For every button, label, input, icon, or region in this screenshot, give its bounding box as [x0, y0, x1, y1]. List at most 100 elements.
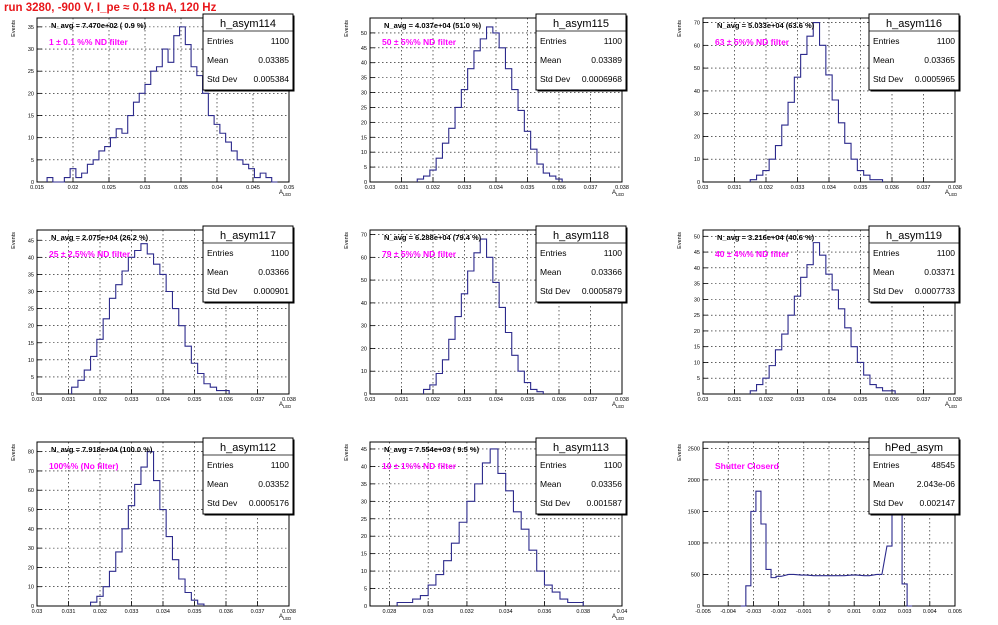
filter-label: 63 ± 5%% ND filter	[715, 37, 790, 47]
histogram-panel-h_asym117: 0 5 10 15 20 25 30 35 40 45 0.03 0.031 0.032 0.033 0.0…	[11, 225, 296, 409]
n-avg-label: N_avg = 6.288e+04 (79.4 %)	[384, 233, 482, 242]
stats-box-title: h_asym115	[553, 18, 609, 30]
y-tick-label: 0	[364, 392, 367, 398]
x-tick-label: 0.034	[156, 397, 170, 403]
y-tick-label: 20	[28, 91, 34, 97]
x-tick-label: 0.004	[923, 609, 937, 615]
x-tick-label: 0.037	[917, 185, 931, 191]
y-tick-label: 0	[31, 604, 34, 610]
x-tick-label: 0.038	[615, 397, 629, 403]
stats-label: Entries	[873, 460, 899, 470]
y-tick-label: 25	[361, 105, 367, 111]
x-tick-label: 0.05	[284, 185, 295, 191]
y-tick-label: 80	[28, 450, 34, 456]
y-tick-label: 60	[361, 255, 367, 261]
stats-label: Std Dev	[540, 286, 571, 296]
histogram-panel-h_asym116: 0 10 20 30 40 50 60 70 0.03 0.031 0.032 0.033 0.034 0…	[677, 13, 962, 197]
y-tick-label: 30	[28, 47, 34, 53]
x-tick-label: 0.003	[898, 609, 912, 615]
n-avg-label: N_avg = 7.470e+02 ( 0.9 %)	[51, 21, 147, 30]
x-axis-label-subscript: LED	[283, 616, 291, 621]
y-tick-label: 70	[694, 21, 700, 27]
y-tick-label: 20	[694, 134, 700, 140]
stats-value: 1100	[604, 460, 623, 470]
stats-box-title: h_asym117	[220, 230, 276, 242]
stats-value: 48545	[931, 460, 955, 470]
y-tick-label: 50	[694, 66, 700, 72]
y-axis-label: Events	[11, 20, 17, 37]
x-tick-label: 0.035	[188, 609, 202, 615]
filter-label: Shutter Closerd	[715, 461, 779, 471]
stats-label: Entries	[207, 36, 233, 46]
y-tick-label: 35	[361, 76, 367, 82]
stats-label: Std Dev	[540, 498, 571, 508]
y-tick-label: 40	[28, 255, 34, 261]
y-tick-label: 50	[694, 234, 700, 240]
x-tick-label: 0.03	[365, 185, 376, 191]
x-tick-label: -0.001	[796, 609, 812, 615]
y-tick-label: 5	[364, 165, 367, 171]
y-tick-label: 60	[694, 43, 700, 49]
y-tick-label: 0	[697, 392, 700, 398]
y-tick-label: 40	[694, 266, 700, 272]
y-axis-label: Events	[677, 20, 683, 37]
stats-label: Entries	[207, 460, 233, 470]
y-tick-label: 25	[28, 307, 34, 313]
stats-label: Entries	[540, 248, 566, 258]
stats-value: 0.03366	[258, 267, 289, 277]
x-axis-label: ALED	[279, 614, 291, 621]
stats-value: 0.0005965	[915, 74, 955, 84]
x-tick-label: 0.03	[698, 185, 709, 191]
x-tick-label: 0.034	[156, 609, 170, 615]
stats-value: 0.03389	[591, 55, 622, 65]
y-tick-label: 60	[28, 488, 34, 494]
histogram-series	[749, 242, 896, 394]
histogram-series	[90, 451, 205, 606]
stats-value: 1100	[604, 36, 623, 46]
y-axis-label: Events	[344, 444, 350, 461]
plot-frame	[369, 441, 623, 607]
histogram-panel-h_asym113: 0 5 10 15 20 25 30 35 40 45 0.028 0.03 0.032 0.034 0.0…	[344, 437, 628, 621]
x-tick-label: 0.037	[917, 397, 931, 403]
x-tick-label: 0.037	[584, 185, 598, 191]
y-tick-label: 15	[28, 341, 34, 347]
y-tick-label: 1500	[688, 509, 700, 515]
stats-box-title: h_asym112	[220, 442, 276, 454]
x-axis-label: ALED	[612, 402, 624, 409]
stats-box	[535, 437, 627, 515]
x-tick-label: 0.038	[576, 609, 590, 615]
histogram-series	[46, 26, 278, 183]
stats-value: 0.001587	[587, 498, 623, 508]
x-axis-label-subscript: LED	[283, 404, 291, 409]
y-tick-label: 25	[694, 313, 700, 319]
x-tick-label: 0.032	[93, 397, 107, 403]
y-tick-label: 50	[361, 278, 367, 284]
x-tick-label: 0.035	[521, 397, 535, 403]
stats-label: Std Dev	[540, 74, 571, 84]
stats-label: Std Dev	[207, 498, 238, 508]
stats-box	[868, 437, 960, 515]
y-tick-label: 20	[361, 534, 367, 540]
y-axis-label: Events	[344, 20, 350, 37]
x-tick-label: 0.002	[873, 609, 887, 615]
stats-box-title: h_asym116	[886, 18, 942, 30]
n-avg-label: N_avg = 2.075e+04 (26.2 %)	[51, 233, 149, 242]
n-avg-label: N_avg = 7.918e+04 (100.0 %)	[51, 445, 153, 454]
histogram-panel-h_asym119: 0 5 10 15 20 25 30 35 40 45 50 0.03 0.031 0.032 0.033 0…	[677, 225, 962, 409]
stats-value: 2.043e-06	[917, 479, 956, 489]
y-tick-label: 10	[361, 369, 367, 375]
y-tick-label: 70	[361, 233, 367, 239]
stats-label: Entries	[540, 36, 566, 46]
x-axis-label-subscript: LED	[616, 404, 624, 409]
x-tick-label: 0.035	[854, 185, 868, 191]
histogram-series	[416, 26, 563, 182]
x-tick-label: 0.04	[617, 609, 628, 615]
stats-value: 0.03385	[258, 55, 289, 65]
stats-box	[202, 225, 294, 303]
histogram-panel-h_asym115: 0 5 10 15 20 25 30 35 40 45 50 0.03 0.031 0.032 0.033 0…	[344, 13, 629, 197]
y-tick-label: 30	[361, 499, 367, 505]
y-tick-label: 45	[361, 46, 367, 52]
n-avg-label: N_avg = 7.554e+03 ( 9.5 %)	[384, 445, 480, 454]
stats-value: 0.03366	[591, 267, 622, 277]
x-tick-label: 0.045	[246, 185, 260, 191]
